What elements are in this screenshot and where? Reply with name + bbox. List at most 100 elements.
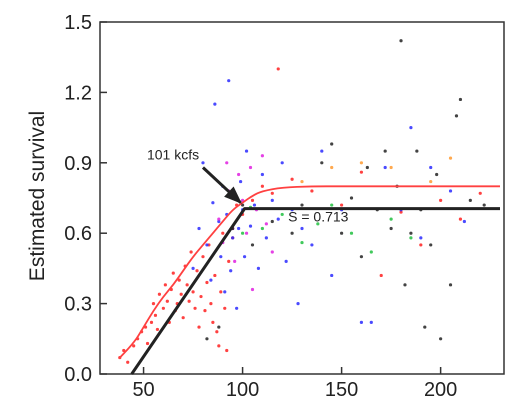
data-point [165, 299, 169, 303]
data-point [462, 219, 466, 224]
data-point [330, 142, 334, 146]
data-point [161, 306, 165, 310]
data-point [270, 198, 274, 202]
data-point [439, 337, 443, 341]
data-point [280, 212, 284, 217]
data-point [310, 189, 314, 193]
segmented-fit-line [130, 207, 500, 375]
data-point [132, 344, 136, 348]
data-point [296, 302, 300, 306]
data-point [389, 165, 393, 170]
data-point [242, 255, 247, 259]
data-point [151, 302, 156, 306]
data-point [225, 161, 229, 165]
data-point [250, 287, 255, 292]
data-point [239, 179, 243, 184]
plot-frame [99, 21, 505, 375]
data-point [435, 172, 439, 177]
data-point [260, 154, 264, 158]
data-point [330, 203, 334, 207]
data-point [248, 165, 253, 170]
data-point [300, 203, 304, 207]
data-point [482, 203, 486, 207]
data-point [419, 236, 423, 240]
data-point [478, 191, 482, 195]
data-point [359, 170, 364, 174]
data-point [155, 327, 160, 332]
data-point [227, 79, 231, 83]
data-point [219, 290, 223, 294]
data-point [231, 236, 235, 240]
data-point [448, 283, 453, 287]
data-point [448, 189, 453, 193]
data-point [409, 126, 413, 130]
data-point [181, 316, 185, 320]
data-point [310, 243, 314, 247]
data-point [211, 201, 215, 205]
data-point [264, 222, 268, 226]
data-point [419, 243, 423, 247]
y-axis-label: Estimated survival [26, 111, 49, 281]
data-point [205, 280, 209, 285]
data-point [145, 341, 150, 346]
data-point [276, 217, 280, 221]
data-point [177, 278, 181, 282]
data-point [217, 325, 221, 329]
ticks: 0.0 0.3 0.6 0.9 1.2 1.5 50 100 150 200 [64, 12, 457, 401]
data-point [365, 165, 369, 170]
data-point [199, 294, 203, 299]
data-point [429, 243, 433, 247]
y-tick-label: 0.0 [64, 364, 92, 386]
data-point [205, 337, 209, 341]
x-tick-label: 100 [226, 379, 259, 401]
data-point [217, 219, 221, 224]
arrow-head-icon [224, 186, 242, 204]
data-point [340, 203, 344, 207]
data-point [223, 290, 227, 294]
data-point [276, 67, 280, 71]
axes: Estimated survival [26, 21, 505, 375]
data-point [369, 320, 373, 324]
data-point [349, 231, 354, 235]
data-point [187, 299, 191, 303]
data-point [270, 191, 274, 195]
data-point [399, 39, 403, 43]
data-point [250, 243, 255, 247]
data-point [153, 313, 158, 317]
data-point [409, 236, 413, 240]
data-point [359, 255, 364, 259]
y-tick-label: 0.3 [64, 294, 92, 316]
fit-lines [119, 185, 500, 375]
data-point [211, 320, 215, 324]
data-point [197, 325, 201, 329]
data-point [209, 278, 213, 282]
data-point [250, 198, 255, 202]
data-point [383, 165, 387, 170]
data-point [122, 348, 126, 353]
data-point [383, 149, 387, 153]
data-point [205, 243, 209, 247]
data-point [389, 226, 393, 231]
data-point [429, 179, 433, 184]
data-point [429, 165, 433, 170]
data-point [320, 161, 324, 165]
data-point [240, 231, 245, 235]
data-point [149, 320, 154, 324]
smooth-fit-curve [119, 185, 500, 359]
data-point [201, 161, 205, 165]
data-point [191, 290, 195, 294]
data-point [193, 306, 197, 310]
data-point [179, 292, 183, 296]
data-point [185, 283, 189, 287]
breakpoint-label: 101 kcfs [147, 146, 199, 162]
data-point [213, 273, 217, 278]
data-point [195, 269, 199, 273]
data-point [209, 302, 213, 306]
data-point [300, 226, 304, 231]
data-point [439, 198, 443, 202]
x-tick-label: 50 [132, 379, 154, 401]
data-point [316, 222, 320, 226]
data-point [191, 266, 195, 270]
data-point [201, 255, 205, 259]
data-point [171, 271, 175, 275]
